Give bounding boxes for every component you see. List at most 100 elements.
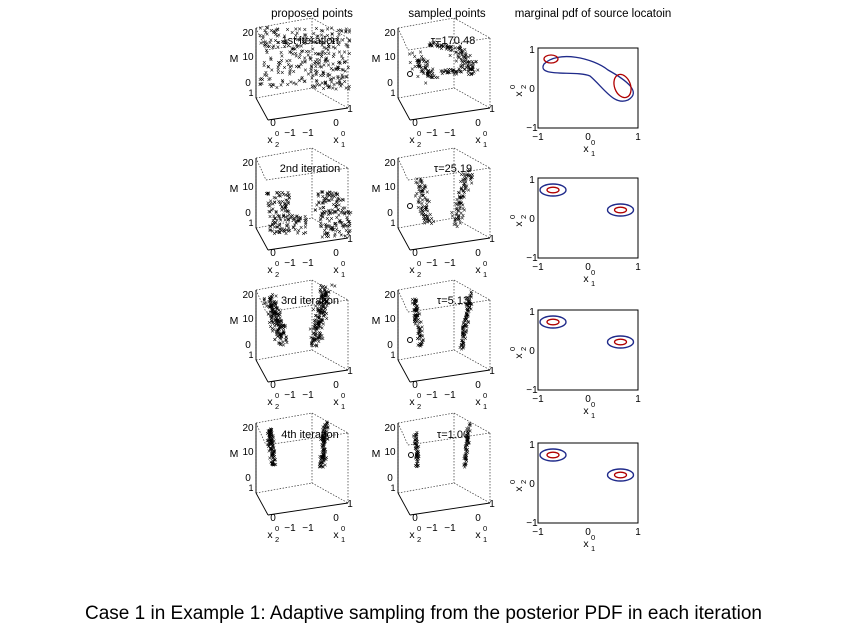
sample-point: ×: [424, 204, 428, 211]
sample-point: ×: [320, 310, 324, 317]
sample-point: ×: [431, 75, 435, 82]
sample-point: ×: [462, 55, 466, 62]
sample-point: ×: [425, 213, 429, 220]
sample-point: ×: [466, 68, 470, 75]
sample-point: ×: [309, 335, 313, 342]
sample-point: ×: [272, 301, 276, 308]
sample-point: ×: [328, 224, 332, 231]
box-edge: [255, 17, 313, 29]
sample-point: ×: [258, 82, 262, 89]
true-source-marker: [408, 452, 414, 458]
sample-point: ×: [325, 300, 329, 307]
sample-point: ×: [464, 330, 468, 337]
sample-point: ×: [321, 453, 325, 460]
x2-label-base: x: [409, 396, 415, 408]
sample-point: ×: [270, 436, 274, 443]
sample-point: ×: [272, 82, 276, 89]
x2-tick-0: 0: [412, 380, 418, 391]
sample-point: ×: [422, 58, 426, 65]
sample-point: ×: [306, 72, 310, 79]
sample-point: ×: [416, 60, 420, 67]
sample-point: ×: [340, 73, 344, 80]
sample-point: ×: [323, 432, 327, 439]
sample-point: ×: [318, 461, 322, 468]
sample-point: ×: [438, 44, 442, 51]
sample-point: ×: [311, 336, 315, 343]
sample-point: ×: [466, 54, 470, 61]
sample-point: ×: [417, 187, 421, 194]
sample-point: ×: [424, 214, 428, 221]
sample-point: ×: [267, 431, 271, 438]
sample-point: ×: [326, 47, 330, 54]
sample-point: ×: [284, 335, 288, 342]
sample-point: ×: [266, 64, 270, 71]
sample-point: ×: [424, 67, 428, 74]
sample-point: ×: [469, 175, 473, 182]
sample-point: ×: [320, 434, 324, 441]
sample-point: ×: [426, 218, 430, 225]
sample-point: ×: [413, 54, 417, 61]
sample-point: ×: [274, 293, 278, 300]
sample-point: ×: [469, 306, 473, 313]
box-edge: [453, 279, 491, 301]
sample-point: ×: [316, 307, 320, 314]
sample-point: ×: [452, 72, 456, 79]
sample-point: ×: [462, 171, 466, 178]
sample-point: ×: [427, 74, 431, 81]
sample-point: ×: [461, 331, 465, 338]
sample-point: ×: [444, 69, 448, 76]
sample-point: ×: [322, 435, 326, 442]
sample-point: ×: [282, 213, 286, 220]
sample-point: ×: [419, 319, 423, 326]
sample-point: ×: [330, 283, 334, 290]
sample-point: ×: [410, 300, 414, 307]
sample-point: ×: [423, 216, 427, 223]
sample-point: ×: [269, 431, 273, 438]
sample-point: ×: [303, 60, 307, 67]
sample-point: ×: [270, 447, 274, 454]
sample-point: ×: [308, 327, 312, 334]
sample-point: ×: [464, 301, 468, 308]
pdf-xtick-0: 0: [585, 132, 591, 143]
sample-point: ×: [262, 301, 266, 308]
sample-point: ×: [325, 420, 329, 427]
sample-point: ×: [335, 37, 339, 44]
sample-point: ×: [323, 302, 327, 309]
sample-point: ×: [458, 191, 462, 198]
sample-point: ×: [463, 444, 467, 451]
sample-point: ×: [418, 64, 422, 71]
sample-point: ×: [274, 318, 278, 325]
sample-point: ×: [272, 457, 276, 464]
sample-point: ×: [416, 325, 420, 332]
sample-point: ×: [282, 229, 286, 236]
sample-point: ×: [455, 205, 459, 212]
sample-point: ×: [465, 306, 469, 313]
sample-point: ×: [284, 338, 288, 345]
sample-point: ×: [464, 316, 468, 323]
x1-tick-0: 0: [475, 380, 481, 391]
sample-point: ×: [303, 218, 307, 225]
sample-point: ×: [271, 462, 275, 469]
box-edge: [255, 279, 313, 291]
sample-point: ×: [412, 301, 416, 308]
sample-point: ×: [267, 433, 271, 440]
sample-point: ×: [325, 216, 329, 223]
sample-point: ×: [317, 464, 321, 471]
sample-point: ×: [322, 435, 326, 442]
sample-point: ×: [315, 202, 319, 209]
sample-point: ×: [414, 315, 418, 322]
sample-point: ×: [414, 316, 418, 323]
pdf-contour-outer: [539, 183, 567, 197]
sample-point: ×: [273, 309, 277, 316]
box-edge: [453, 349, 491, 371]
sample-point: ×: [343, 79, 347, 86]
sample-point: ×: [414, 432, 418, 439]
sample-point: ×: [325, 299, 329, 306]
pdf-x1-label-sub: 1: [591, 279, 595, 288]
sample-point: ×: [338, 218, 342, 225]
sample-point: ×: [318, 461, 322, 468]
sample-point: ×: [336, 191, 340, 198]
sample-point: ×: [417, 326, 421, 333]
sample-point: ×: [333, 46, 337, 53]
sample-point: ×: [284, 193, 288, 200]
